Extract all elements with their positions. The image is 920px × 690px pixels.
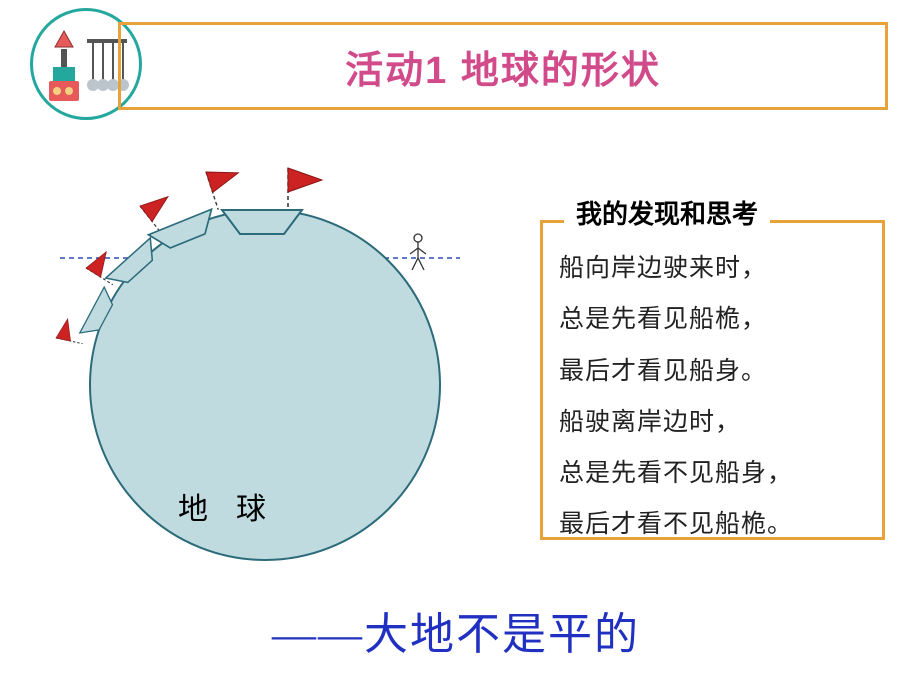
info-line: 最后才看不见船桅。 [559,499,866,550]
info-box: 船向岸边驶来时，总是先看见船桅，最后才看见船身。 船驶离岸边时，总是先看不见船身… [540,220,885,540]
info-header: 我的发现和思考 [564,190,770,235]
info-line: 船驶离岸边时， [559,397,866,448]
info-line: 总是先看见船桅， [559,294,866,345]
title-bar: 活动1 地球的形状 [118,22,888,110]
page-title: 活动1 地球的形状 [345,39,661,94]
info-line: 总是先看不见船身， [559,448,866,499]
conclusion-text: ——大地不是平的 [272,598,640,662]
earth-label: 地球 [178,484,294,528]
info-line: 最后才看见船身。 [559,346,866,397]
info-line: 船向岸边驶来时， [559,243,866,294]
